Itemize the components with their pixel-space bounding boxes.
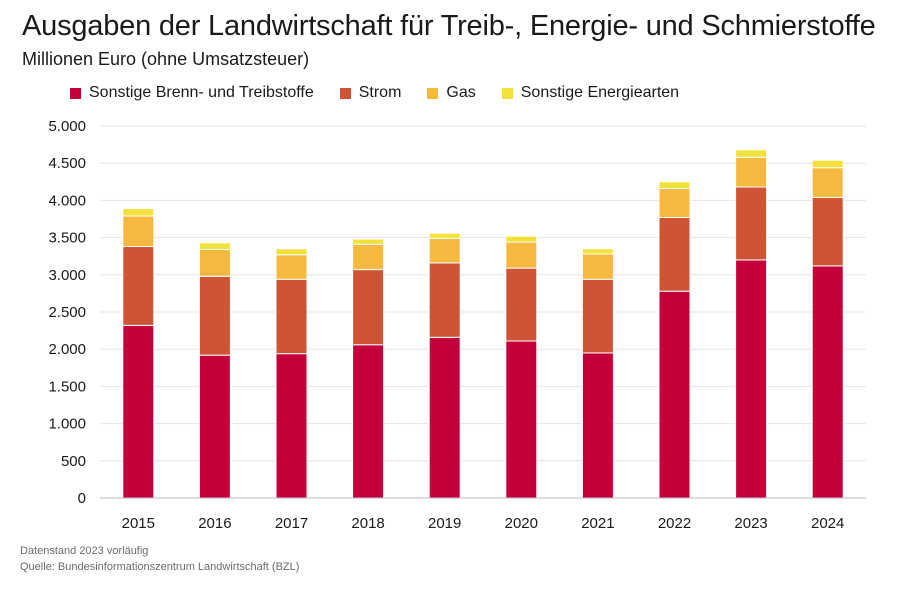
footer-source: Quelle: Bundesinformationszentrum Landwi…	[20, 561, 300, 573]
bar-segment	[581, 253, 614, 280]
x-tick-label: 2015	[122, 515, 155, 532]
bar-segment	[735, 186, 768, 261]
x-tick-label: 2021	[581, 515, 614, 532]
bar-segment	[198, 242, 231, 251]
legend-item-strom: Strom	[339, 84, 402, 102]
bar-segment	[352, 243, 385, 271]
legend-item-gas: Gas	[427, 84, 476, 102]
legend-item-brenn-treibstoffe: Sonstige Brenn- und Treibstoffe	[70, 84, 314, 102]
bar-segment	[428, 336, 461, 499]
bar-segment	[122, 215, 155, 248]
x-tick-label: 2017	[275, 515, 308, 532]
bar-segment	[505, 241, 538, 269]
bar-segment	[581, 248, 614, 255]
bar-segment	[428, 232, 461, 239]
y-tick-label: 4.000	[48, 192, 86, 209]
y-tick-label: 0	[78, 490, 86, 507]
bar-segment	[428, 262, 461, 338]
bar-segment	[658, 290, 691, 499]
bar-segment	[275, 248, 308, 256]
bar-segment	[811, 265, 844, 499]
legend-swatch	[427, 87, 439, 99]
bar-segment	[658, 181, 691, 189]
y-tick-label: 1.500	[48, 378, 86, 395]
x-tick-label: 2024	[811, 515, 844, 532]
bar-segment	[505, 267, 538, 342]
bar-segment	[505, 340, 538, 499]
y-tick-label: 3.500	[48, 230, 86, 247]
legend-item-sonstige-energiearten: Sonstige Energiearten	[501, 84, 680, 102]
y-tick-label: 5.000	[48, 118, 86, 135]
bar-segment	[352, 238, 385, 245]
bar-segment	[735, 156, 768, 188]
legend-label: Sonstige Energiearten	[520, 84, 680, 101]
bar-segment	[352, 269, 385, 346]
bar-segment	[352, 344, 385, 499]
y-tick-label: 2.500	[48, 304, 86, 321]
bar-segment	[581, 278, 614, 354]
legend-label: Strom	[358, 84, 402, 101]
bar-segment	[735, 259, 768, 499]
bar-segment	[275, 254, 308, 280]
chart-subtitle: Millionen Euro (ohne Umsatzsteuer)	[22, 49, 310, 69]
bar-segment	[198, 275, 231, 356]
bar-segment	[198, 249, 231, 277]
y-tick-label: 3.000	[48, 267, 86, 284]
bar-segment	[505, 235, 538, 243]
bar-segment	[428, 237, 461, 264]
x-tick-label: 2020	[505, 515, 538, 532]
y-tick-label: 1.000	[48, 416, 86, 433]
x-tick-label: 2016	[198, 515, 231, 532]
bar-segment	[811, 167, 844, 198]
legend-label: Sonstige Brenn- und Treibstoffe	[89, 84, 314, 101]
legend-label: Gas	[446, 84, 476, 101]
x-tick-label: 2023	[734, 515, 767, 532]
bar-segment	[811, 159, 844, 169]
y-tick-label: 4.500	[48, 155, 86, 172]
bar-segment	[658, 217, 691, 292]
x-tick-label: 2019	[428, 515, 461, 532]
legend: Sonstige Brenn- und Treibstoffe Strom Ga…	[70, 84, 679, 102]
bar-segment	[122, 246, 155, 326]
x-tick-label: 2022	[658, 515, 691, 532]
bar-segment	[122, 208, 155, 217]
bar-segment	[811, 196, 844, 267]
footer-note: Datenstand 2023 vorläufig	[20, 545, 149, 557]
bar-segment	[658, 187, 691, 219]
bar-segment	[581, 352, 614, 499]
bar-segment	[275, 278, 308, 355]
bar-segment	[122, 324, 155, 499]
legend-swatch	[339, 87, 351, 99]
legend-swatch	[501, 87, 513, 99]
bar-segment	[275, 353, 308, 499]
x-tick-label: 2018	[351, 515, 384, 532]
y-tick-label: 2.000	[48, 341, 86, 358]
legend-swatch	[70, 87, 81, 99]
y-tick-label: 500	[61, 453, 86, 470]
bar-segment	[735, 149, 768, 158]
chart-title: Ausgaben der Landwirtschaft für Treib-, …	[22, 10, 876, 42]
bar-segment	[198, 354, 231, 499]
